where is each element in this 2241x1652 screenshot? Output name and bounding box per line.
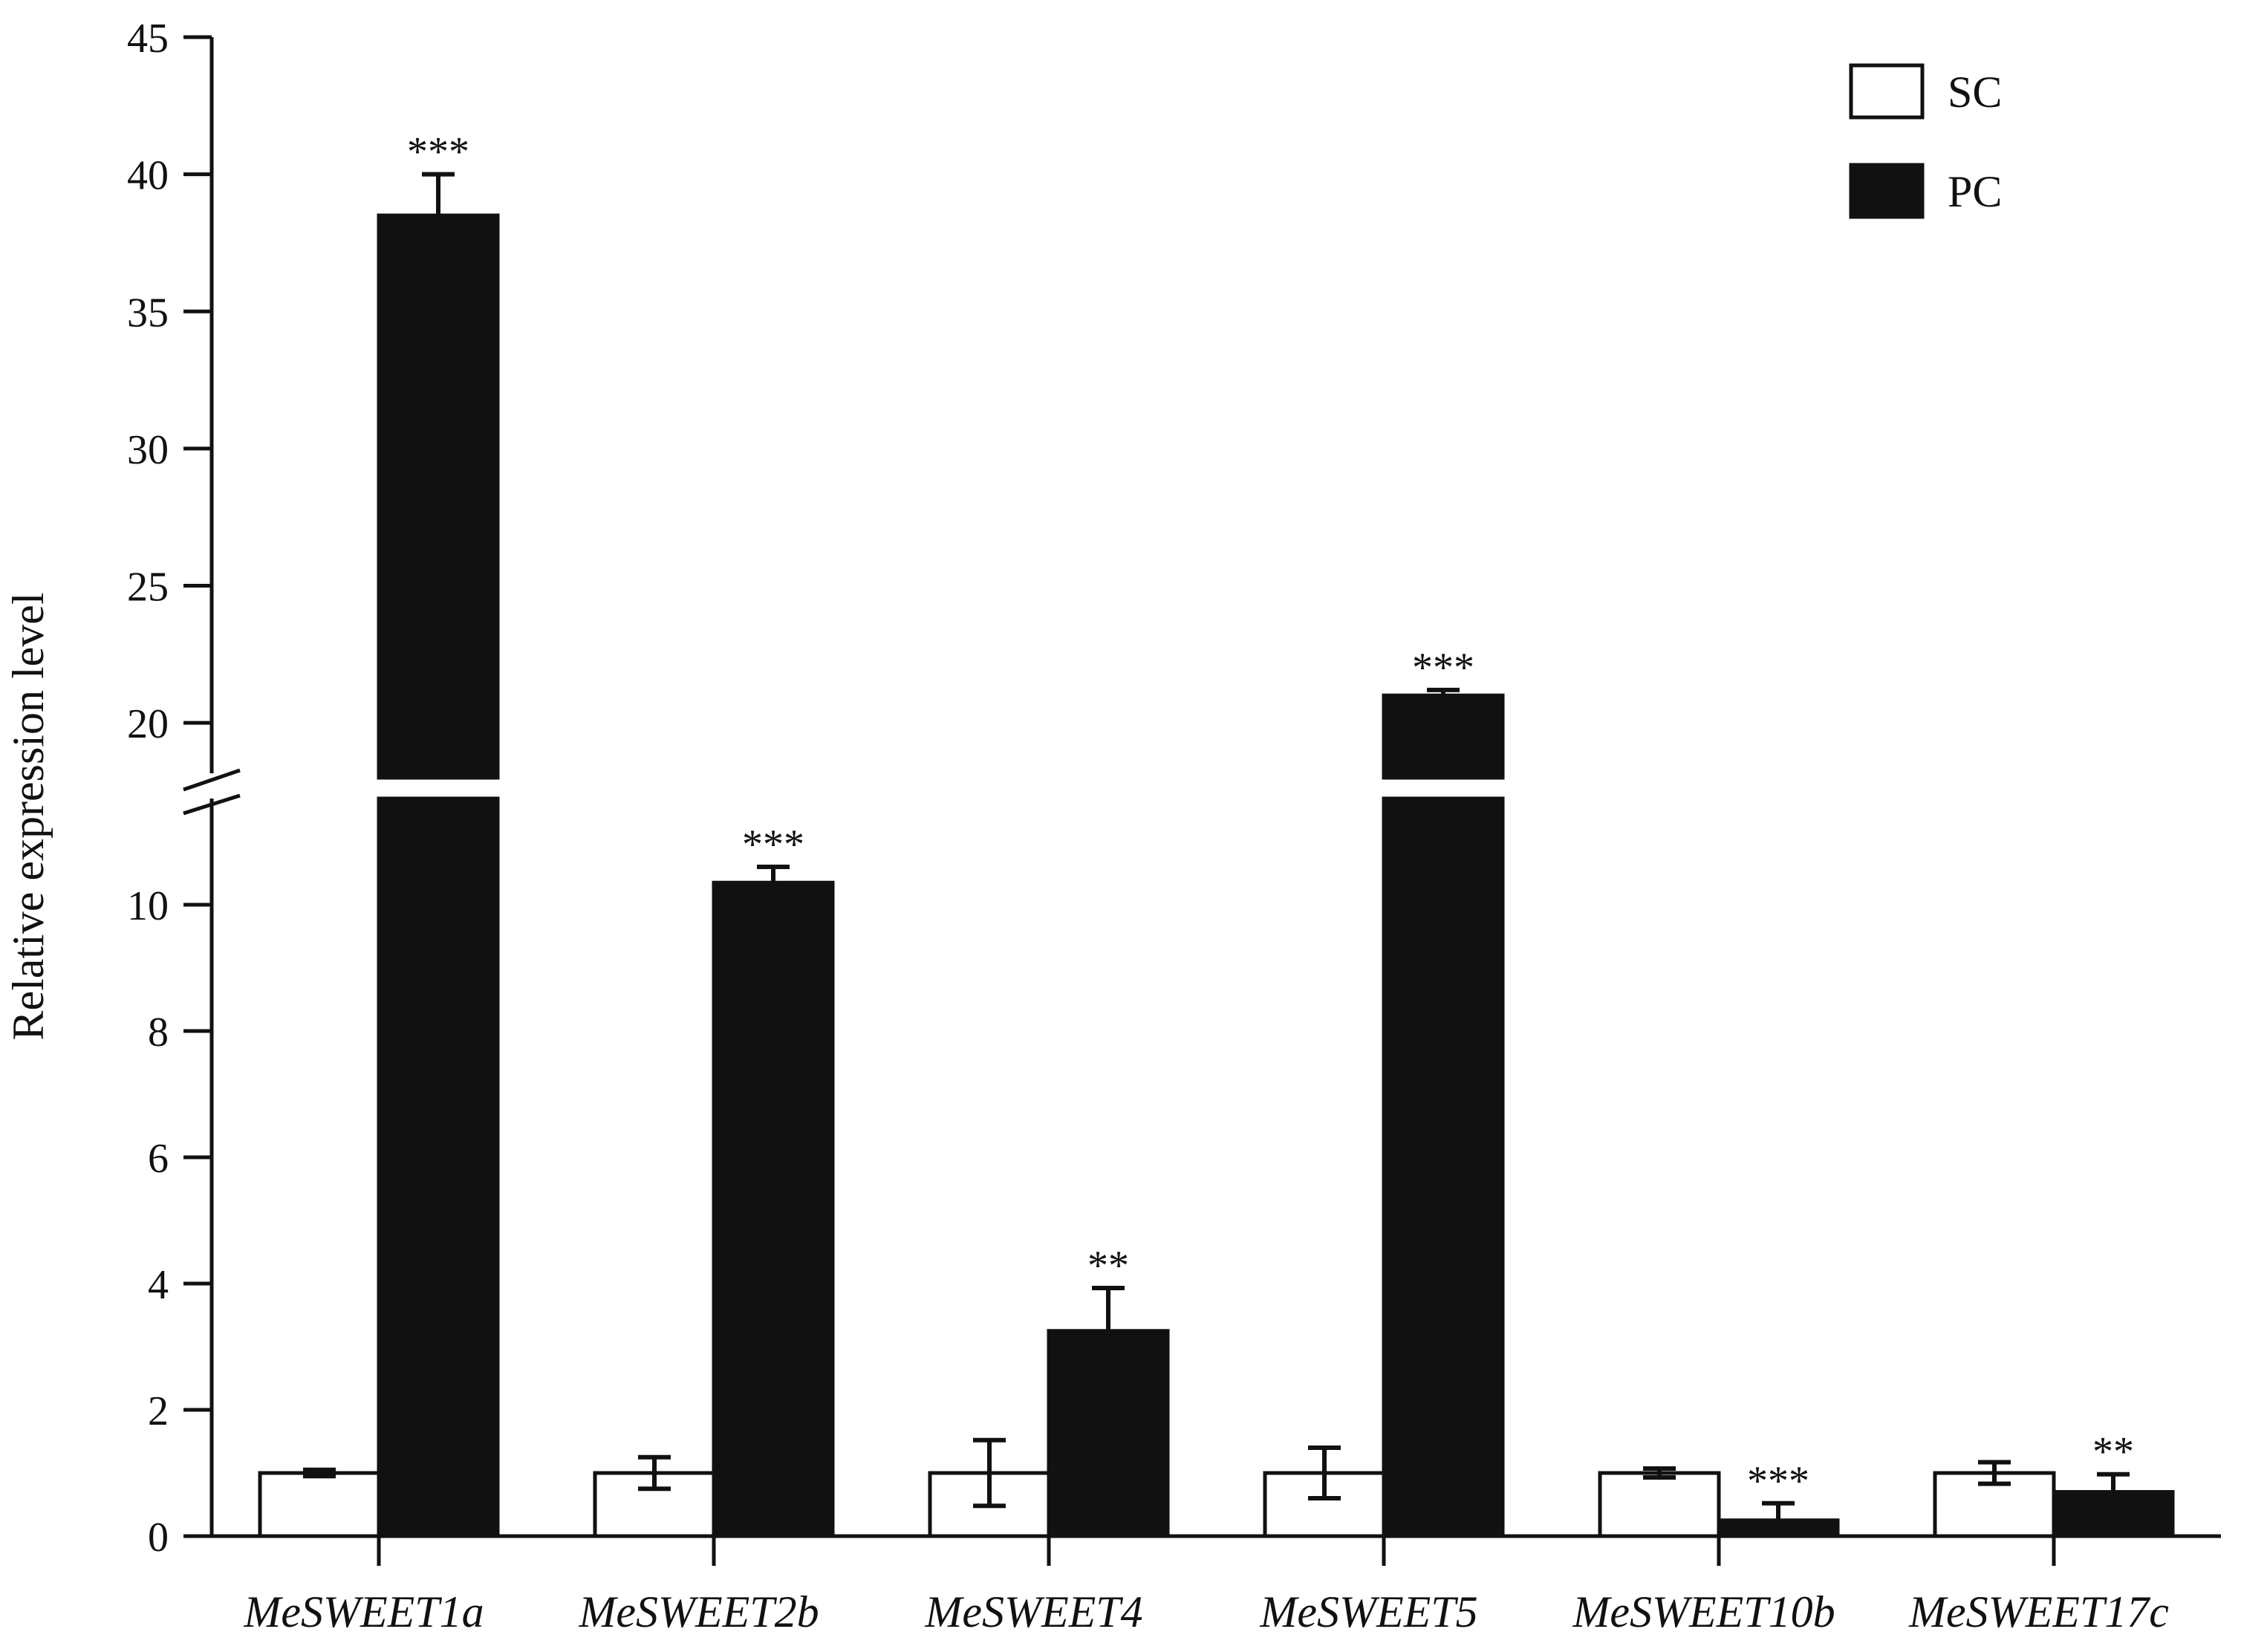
legend-swatch-sc [1849,63,1925,120]
legend-label-sc: SC [1948,68,2002,117]
x-category-label: MeSWEET5 [1259,1587,1477,1636]
significance-label: *** [407,129,469,175]
legend-label-pc: PC [1948,167,2002,216]
y-axis-title: Relative expression level [4,592,53,1040]
bars [258,213,2175,1538]
bar-pc [1382,693,1505,780]
y-tick-label: 6 [148,1136,169,1182]
x-category-label: MeSWEET1a [243,1587,484,1636]
significance-label: ** [2092,1429,2134,1475]
significance-label: *** [742,822,804,868]
y-tick-label: 4 [148,1262,169,1308]
significance-label: ** [1087,1243,1129,1289]
error-bars [303,172,2130,1521]
legend-swatch-pc [1849,163,1925,219]
y-tick-label: 35 [127,290,169,336]
bar-sc [1598,1471,1721,1538]
labels: 0 2 4 6 8 10 20 25 30 35 40 45 Relative expression l… [4,16,2169,1636]
bar-pc [1717,1518,1840,1538]
legend: SC PC [1849,63,2002,219]
axes [183,35,2221,1566]
bar-pc [377,213,500,780]
y-tick-label: 40 [127,153,169,199]
x-category-label: MeSWEET2b [578,1587,819,1636]
x-category-label: MeSWEET17c [1908,1587,2169,1636]
axis-break-mark [183,793,241,816]
y-tick-label: 8 [148,1009,169,1056]
bar-pc [712,880,835,1538]
y-tick-label: 30 [127,427,169,473]
y-tick-label: 2 [148,1388,169,1434]
x-category-label: MeSWEET10b [1572,1587,1835,1636]
y-tick-label: 25 [127,565,169,611]
y-tick-label: 20 [127,701,169,747]
y-tick-label: 0 [148,1515,169,1561]
bar-sc [258,1471,381,1538]
significance-label: *** [1747,1458,1809,1504]
bar-pc [1047,1329,1170,1538]
bar-pc [2052,1490,2175,1538]
bar-pc [377,796,500,1538]
significance-label: *** [1412,645,1474,691]
y-tick-label: 45 [127,16,169,62]
bar-pc [1382,796,1505,1538]
axis-break-mark [183,768,241,792]
y-tick-label: 10 [127,883,169,929]
x-category-label: MeSWEET4 [924,1587,1142,1636]
